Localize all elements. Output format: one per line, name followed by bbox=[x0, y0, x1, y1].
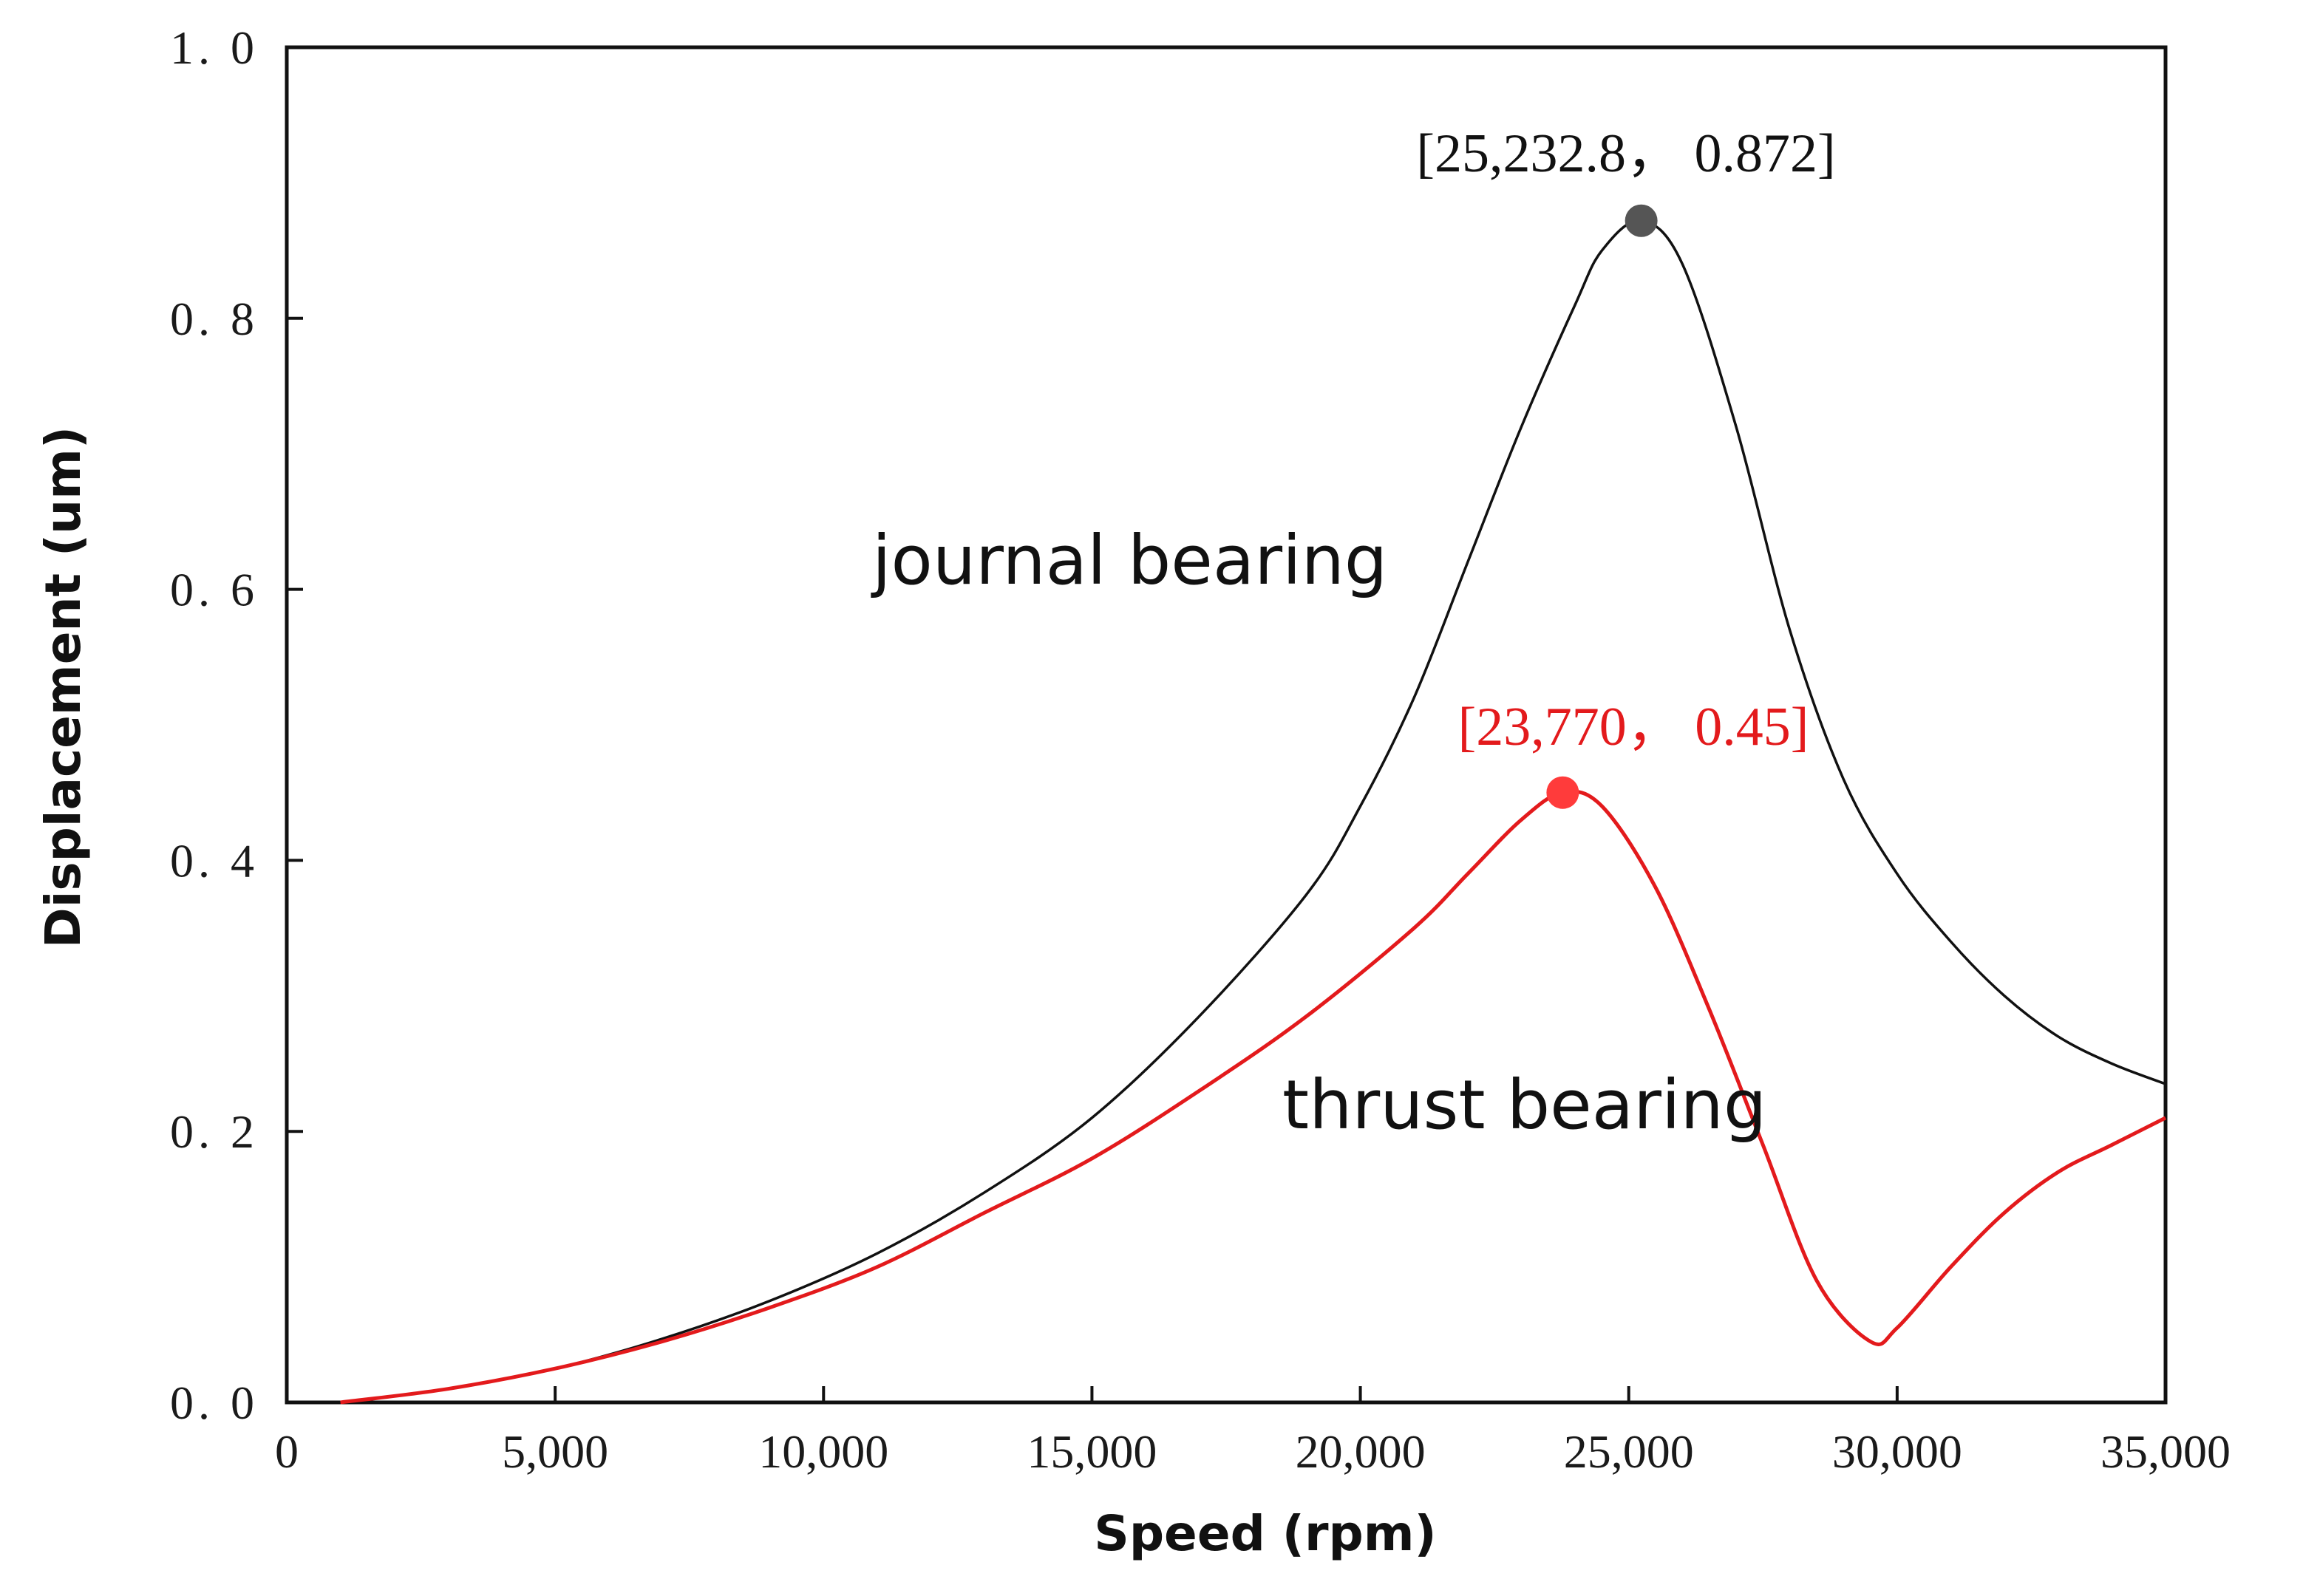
y-tick-label: 0. 0 bbox=[170, 1377, 259, 1429]
peak-label-thrust-bearing: [23,770， 0.45] bbox=[1458, 697, 1809, 757]
series-line-journal-bearing bbox=[340, 219, 2166, 1404]
series-lines bbox=[340, 219, 2167, 1405]
x-tick-label: 5,000 bbox=[502, 1425, 608, 1478]
y-axis-title: Displacement (um) bbox=[35, 426, 92, 948]
peak-markers bbox=[1546, 204, 1658, 809]
x-tick-label: 30,000 bbox=[1832, 1425, 1962, 1478]
series-label-thrust-bearing: thrust bearing bbox=[1282, 1065, 1766, 1145]
y-tick-label: 0. 4 bbox=[170, 834, 259, 887]
y-tick-label: 0. 2 bbox=[170, 1105, 259, 1158]
peak-point-thrust-bearing bbox=[1546, 776, 1579, 809]
peak-label-journal-bearing: [25,232.8， 0.872] bbox=[1416, 123, 1835, 184]
x-axis: 0 5,000 10,000 15,000 20,000 25,000 30,000 35,0… bbox=[275, 1386, 2231, 1478]
y-tick-label: 1. 0 bbox=[170, 21, 259, 74]
y-tick-label: 0. 8 bbox=[170, 293, 259, 345]
series-label-journal-bearing: journal bearing bbox=[871, 521, 1387, 600]
x-axis-title: Speed (rpm) bbox=[1094, 1505, 1436, 1562]
x-tick-label: 15,000 bbox=[1027, 1425, 1157, 1478]
x-tick-label: 0 bbox=[275, 1425, 299, 1478]
y-axis: 0. 0 0. 2 0. 4 0. 6 0. 8 1. 0 bbox=[170, 21, 303, 1429]
plot-frame bbox=[285, 45, 2168, 1405]
x-tick-label: 20,000 bbox=[1296, 1425, 1426, 1478]
x-tick-label: 10,000 bbox=[758, 1425, 888, 1478]
series-line-thrust-bearing bbox=[340, 789, 2167, 1405]
x-tick-label: 25,000 bbox=[1564, 1425, 1694, 1478]
y-tick-label: 0. 6 bbox=[170, 564, 259, 616]
x-tick-label: 35,000 bbox=[2100, 1425, 2231, 1478]
peak-point-journal-bearing bbox=[1625, 204, 1658, 237]
